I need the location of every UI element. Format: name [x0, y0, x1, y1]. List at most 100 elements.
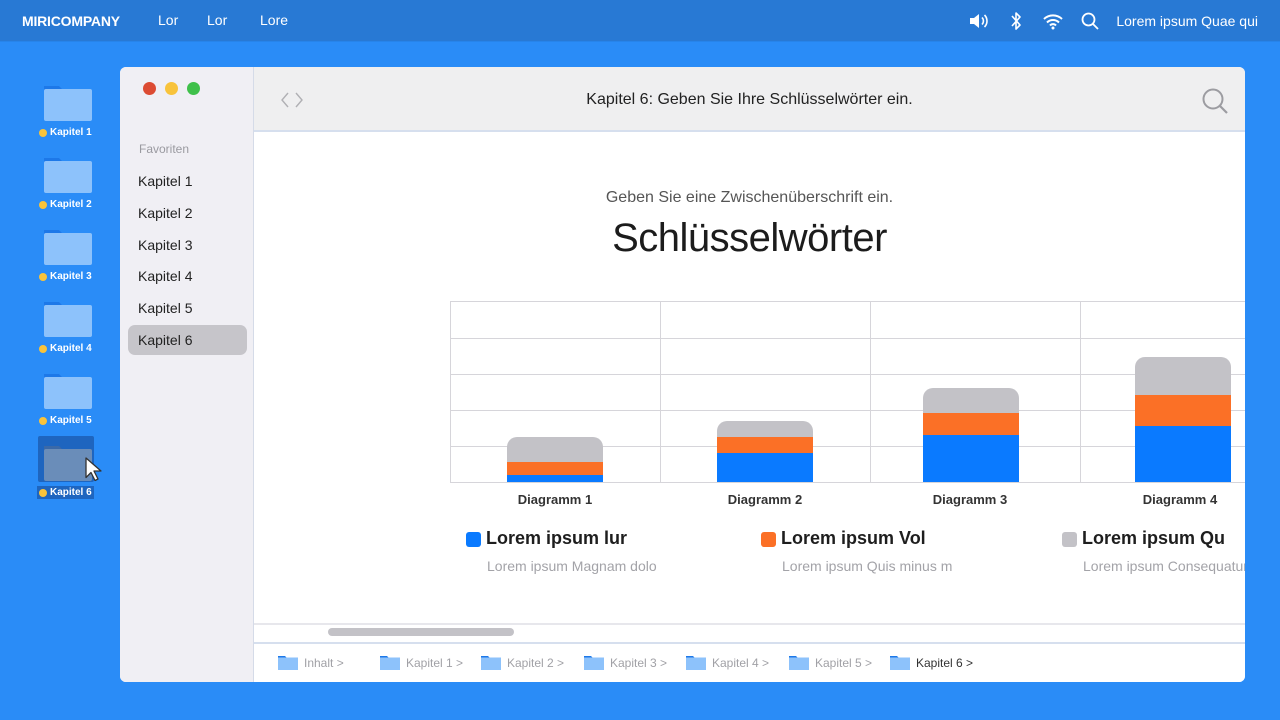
crumb-kapitel-3[interactable]: Kapitel 3 > [584, 655, 667, 670]
tag-dot [39, 128, 47, 137]
desktop-folder-kapitel-3[interactable]: Kapitel 3 [36, 220, 98, 284]
desktop-folder-kapitel-6[interactable]: Kapitel 6 [36, 436, 102, 500]
bar-diagramm-3[interactable] [923, 388, 1019, 482]
horizontal-scrollbar[interactable] [254, 623, 1245, 644]
bar-segment [507, 462, 603, 475]
desktop-folder-kapitel-2[interactable]: Kapitel 2 [36, 148, 98, 212]
legend-swatch [466, 532, 481, 547]
category-label: Diagramm 4 [1142, 492, 1218, 507]
folder-icon [686, 656, 706, 670]
menu-item-2[interactable]: Lor [207, 12, 228, 28]
legend-swatch [761, 532, 776, 547]
legend-name: Lorem ipsum lur [486, 528, 628, 548]
tag-dot [39, 272, 47, 281]
folder-label: Kapitel 1 [50, 127, 92, 138]
sidebar-item-kapitel-3[interactable]: Kapitel 3 [138, 237, 193, 253]
legend-name: Lorem ipsum Vol [781, 528, 926, 548]
folder-icon [890, 656, 910, 670]
bar-segment [1135, 395, 1231, 426]
legend-desc: Lorem ipsum Consequatur [1083, 558, 1245, 574]
legend-name: Lorem ipsum Qu [1082, 528, 1226, 548]
crumb-kapitel-2[interactable]: Kapitel 2 > [481, 655, 564, 670]
mouse-cursor-icon [85, 457, 102, 482]
folder-icon [44, 230, 92, 265]
crumb-inhalt[interactable]: Inhalt > [278, 655, 344, 670]
gridline [451, 338, 1245, 339]
bar-segment [717, 437, 813, 453]
desktop-folder-kapitel-1[interactable]: Kapitel 1 [36, 76, 98, 140]
desktop-folder-kapitel-4[interactable]: Kapitel 4 [36, 292, 98, 356]
folder-label: Kapitel 3 [50, 271, 92, 282]
category-label: Diagramm 3 [932, 492, 1008, 507]
bar-segment [507, 475, 603, 482]
close-button[interactable] [143, 82, 156, 95]
tag-dot [39, 200, 47, 209]
bar-segment [1135, 426, 1231, 482]
bar-segment [923, 388, 1019, 413]
crumb-kapitel-5[interactable]: Kapitel 5 > [789, 655, 872, 670]
bar-segment [923, 413, 1019, 435]
sidebar-item-kapitel-6[interactable]: Kapitel 6 [128, 325, 247, 355]
sidebar-section-favorites: Favoriten [139, 142, 190, 156]
minimize-button[interactable] [165, 82, 178, 95]
status-area: Lorem ipsum Quae qui [953, 0, 1258, 41]
gridline [451, 374, 1245, 375]
folder-label: Kapitel 4 [50, 343, 92, 354]
crumb-kapitel-4[interactable]: Kapitel 4 > [686, 655, 769, 670]
folder-icon [278, 656, 298, 670]
search-icon[interactable] [1079, 10, 1101, 32]
folder-icon [44, 302, 92, 337]
sidebar-item-kapitel-2[interactable]: Kapitel 2 [138, 205, 193, 221]
forward-arrow-icon[interactable] [294, 92, 304, 108]
page-title: Schlüsselwörter [612, 216, 887, 260]
crumb-kapitel-1[interactable]: Kapitel 1 > [380, 655, 463, 670]
finder-window: Favoriten Kapitel 1 Kapitel 2 Kapitel 3 … [120, 67, 1245, 682]
tag-dot [39, 416, 47, 425]
folder-icon [481, 656, 501, 670]
folder-icon [380, 656, 400, 670]
bar-diagramm-4[interactable] [1135, 357, 1231, 482]
desktop-folder-kapitel-5[interactable]: Kapitel 5 [36, 364, 98, 428]
window-controls [143, 82, 200, 95]
legend-swatch [1062, 532, 1077, 547]
folder-label: Kapitel 2 [50, 199, 92, 210]
sidebar-item-kapitel-1[interactable]: Kapitel 1 [138, 173, 193, 189]
gridline [870, 302, 871, 482]
wifi-icon[interactable] [1042, 10, 1064, 32]
scrollbar-thumb[interactable] [328, 628, 514, 636]
folder-label: Kapitel 5 [50, 415, 92, 426]
category-label: Diagramm 2 [727, 492, 803, 507]
bar-segment [507, 437, 603, 462]
sidebar-item-kapitel-4[interactable]: Kapitel 4 [138, 268, 193, 284]
back-arrow-icon[interactable] [280, 92, 290, 108]
category-label: Diagramm 1 [517, 492, 593, 507]
bar-segment [717, 421, 813, 437]
bar-diagramm-1[interactable] [507, 437, 603, 482]
folder-icon [44, 374, 92, 409]
maximize-button[interactable] [187, 82, 200, 95]
subtitle: Geben Sie eine Zwischenüberschrift ein. [605, 189, 894, 206]
folder-icon [584, 656, 604, 670]
user-name[interactable]: Lorem ipsum Quae qui [1116, 12, 1258, 29]
bar-segment [1135, 357, 1231, 395]
crumb-kapitel-6[interactable]: Kapitel 6 > [890, 655, 973, 670]
path-bar: Inhalt > Kapitel 1 > Kapitel 2 > Kapitel… [254, 644, 1245, 682]
tag-dot [39, 488, 47, 497]
bar-segment [923, 435, 1019, 482]
folder-label: Kapitel 6 [50, 487, 92, 498]
legend-desc: Lorem ipsum Quis minus m [782, 558, 953, 574]
folder-icon [44, 158, 92, 193]
legend-desc: Lorem ipsum Magnam dolo [487, 558, 657, 574]
nav-arrows [280, 92, 304, 108]
window-toolbar: Kapitel 6: Geben Sie Ihre Schlüsselwörte… [254, 67, 1245, 132]
sidebar-item-kapitel-5[interactable]: Kapitel 5 [138, 300, 193, 316]
search-icon[interactable] [1201, 87, 1229, 115]
folder-icon [44, 446, 92, 481]
bluetooth-icon[interactable] [1005, 10, 1027, 32]
bar-segment [717, 453, 813, 482]
brand-logo[interactable]: MIRICOMPANY [22, 13, 120, 29]
menu-item-3[interactable]: Lore [260, 12, 289, 28]
menu-item-1[interactable]: Lor [158, 12, 179, 28]
speaker-icon[interactable] [968, 10, 990, 32]
bar-diagramm-2[interactable] [717, 421, 813, 482]
